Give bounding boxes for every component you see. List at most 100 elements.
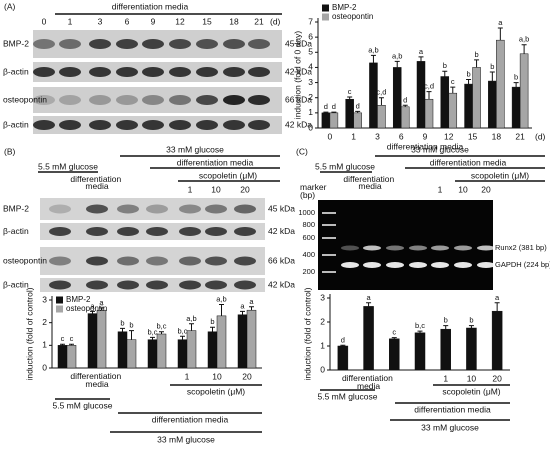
bar	[491, 310, 503, 371]
group-label: 33 mM glucose	[157, 434, 215, 444]
blot-band	[33, 39, 55, 49]
bar	[156, 333, 167, 369]
y-tick-label: 5	[308, 47, 313, 57]
error-bar	[323, 111, 329, 113]
bar	[363, 306, 374, 371]
significance-label: c	[451, 77, 455, 86]
gel-band	[431, 245, 449, 251]
blot-band	[116, 67, 138, 77]
bar	[448, 92, 458, 129]
significance-label: c	[348, 87, 352, 96]
error-bar	[466, 79, 472, 85]
header-label: differentiation media	[177, 157, 254, 167]
error-bar	[120, 327, 125, 332]
size-label: 45 kDa	[268, 203, 295, 213]
blot-band	[33, 67, 55, 77]
y-tick-label: 7	[308, 16, 313, 26]
blot-band	[196, 120, 218, 130]
bar	[424, 98, 434, 129]
ladder-label: 200	[302, 267, 315, 276]
significance-label: a,b	[186, 314, 196, 323]
ladder-label: 600	[302, 233, 315, 242]
size-label: 42 kDa	[285, 119, 312, 129]
y-tick-label: 1	[42, 340, 47, 350]
error-bar	[468, 325, 474, 328]
significance-label: c	[392, 328, 396, 337]
group-label: differentiation media	[414, 404, 491, 414]
row-label: β-actin	[3, 226, 29, 236]
x-tick-label: 20	[492, 373, 502, 383]
y-tick-label: 4	[308, 62, 313, 72]
row-label: BMP-2	[3, 203, 29, 213]
group-label: 33 mM glucose	[421, 422, 479, 432]
x-tick-label: 9	[423, 131, 428, 141]
blot-band	[169, 95, 191, 105]
blot-band	[146, 227, 168, 236]
y-axis-label: induction (fold of control)	[302, 287, 312, 380]
row-label: β-actin	[3, 66, 29, 76]
marker-label: marker (bp)	[300, 182, 329, 200]
significance-label: a	[240, 301, 245, 310]
x-tick-label: 20	[242, 371, 252, 381]
blot-band	[49, 227, 71, 236]
error-bar	[378, 97, 384, 106]
significance-label: d	[356, 101, 360, 110]
gel-band	[341, 245, 359, 251]
error-bar	[394, 60, 400, 68]
gel-band	[363, 245, 381, 251]
x-tick-label: 6	[399, 131, 404, 141]
significance-label: a	[366, 293, 371, 302]
y-tick-label: 3	[42, 294, 47, 304]
error-bar	[240, 310, 245, 315]
x-tick-label: 10	[212, 371, 222, 381]
significance-label: a,b	[392, 51, 402, 60]
gel-band	[386, 245, 404, 251]
size-label: 42 kDa	[268, 226, 295, 236]
blot-band	[169, 39, 191, 49]
lane-label: 6	[125, 16, 130, 26]
ladder-band	[322, 237, 336, 239]
blot-band	[223, 120, 245, 130]
significance-label: d	[332, 102, 336, 111]
blot-band	[142, 67, 164, 77]
error-bar	[426, 91, 432, 100]
header-label: scopoletin (μM)	[471, 170, 529, 180]
blot-band	[196, 67, 218, 77]
legend-swatch	[322, 4, 329, 12]
gel-band	[409, 245, 427, 251]
significance-label: a,b	[216, 295, 226, 304]
legend-swatch	[322, 13, 329, 21]
error-bar	[189, 323, 194, 331]
legend-label: osteopontin	[332, 12, 373, 21]
bar	[353, 112, 362, 129]
y-tick-label: 3	[320, 292, 325, 302]
significance-label: c	[70, 334, 74, 343]
bar	[126, 339, 137, 369]
blot-band	[205, 280, 227, 290]
blot-band	[146, 280, 168, 290]
blot-band	[196, 39, 218, 49]
blot-band	[169, 120, 191, 130]
bar	[246, 309, 257, 369]
lane-label: 1	[68, 16, 73, 26]
bar	[416, 61, 426, 129]
y-tick-label: 0	[308, 122, 313, 132]
error-bar	[370, 54, 376, 63]
blot-band	[179, 227, 201, 236]
bar	[377, 105, 386, 129]
significance-label: b	[474, 50, 478, 59]
header-label: 20	[240, 184, 250, 194]
blot-band	[59, 120, 81, 130]
bar	[117, 331, 128, 369]
blot-band	[179, 256, 201, 266]
x-axis-unit: (d)	[535, 131, 546, 141]
gel-band	[386, 262, 404, 268]
significance-label: d	[403, 95, 407, 104]
blot-band	[234, 280, 256, 290]
row-label: β-actin	[3, 279, 29, 289]
bar	[207, 331, 218, 369]
error-bar	[219, 304, 224, 316]
group-label: scopoletin (μM)	[442, 386, 500, 396]
lane-unit: (d)	[270, 16, 281, 26]
